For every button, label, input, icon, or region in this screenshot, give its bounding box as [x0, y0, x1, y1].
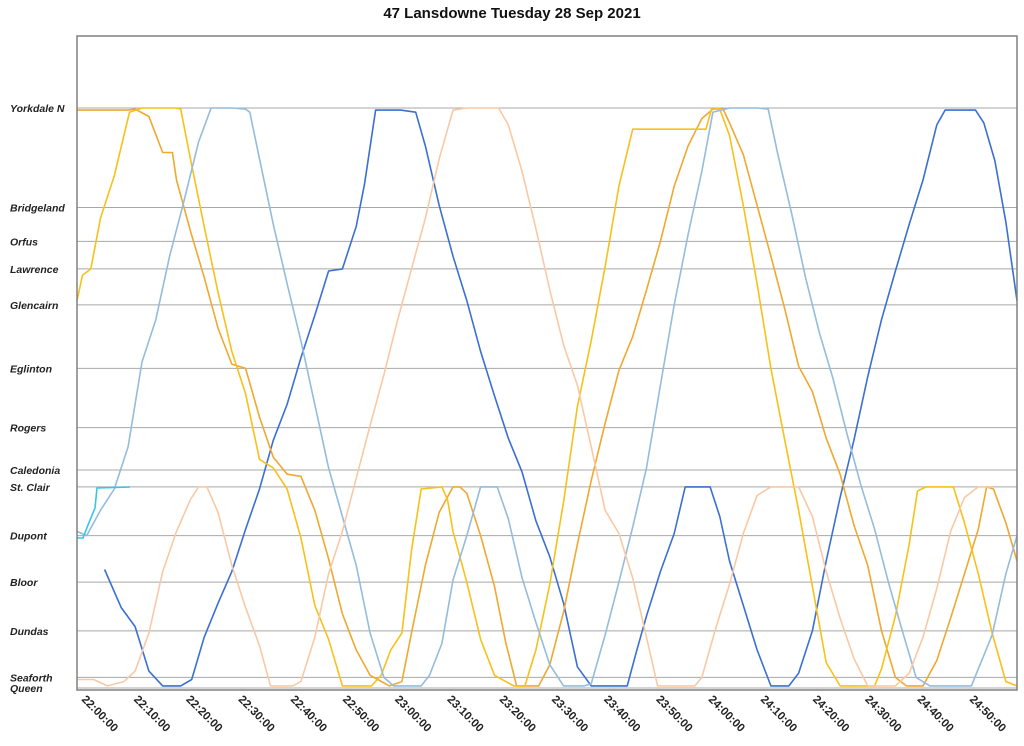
x-tick-label: 22:00:00	[79, 694, 120, 735]
stop-label: Yorkdale N	[10, 103, 65, 115]
x-tick-label: 23:10:00	[445, 694, 486, 735]
stop-label: Eglinton	[10, 363, 52, 375]
x-tick-label: 24:30:00	[862, 694, 903, 735]
x-tick-label: 23:40:00	[601, 694, 642, 735]
series-line-cyan	[77, 486, 131, 539]
stop-label: Orfus	[10, 236, 38, 248]
stop-label: Seaforth	[10, 672, 53, 684]
stop-label: Queen	[10, 683, 43, 695]
stop-label: Rogers	[10, 423, 46, 435]
stop-label: Dundas	[10, 626, 49, 638]
x-tick-label: 22:50:00	[340, 694, 381, 735]
x-tick-label: 24:00:00	[706, 694, 747, 735]
x-tick-label: 23:20:00	[497, 694, 538, 735]
stop-labels: Yorkdale N Bridgeland Orfus Lawrence Glencai…	[10, 103, 65, 695]
stop-label: Glencairn	[10, 300, 58, 312]
plot-frame	[76, 35, 1018, 691]
stop-label: Lawrence	[10, 264, 59, 276]
stop-label: Caledonia	[10, 465, 60, 477]
chart-title: 47 Lansdowne Tuesday 28 Sep 2021	[383, 5, 641, 22]
series-line-0	[103, 109, 1018, 687]
x-tick-label: 22:30:00	[236, 694, 277, 735]
x-tick-label: 22:10:00	[131, 694, 172, 735]
x-tick-label: 24:20:00	[810, 694, 851, 735]
series-line-1	[77, 107, 1018, 687]
x-tick-label: 23:00:00	[392, 694, 433, 735]
x-tick-label: 23:50:00	[653, 694, 694, 735]
stop-label: Bridgeland	[10, 202, 65, 214]
stop-label: Dupont	[10, 531, 47, 543]
gridlines	[77, 107, 1017, 689]
x-tick-label: 24:10:00	[758, 694, 799, 735]
stop-label: St. Clair	[10, 482, 51, 494]
series-line-3	[76, 107, 1018, 687]
x-tick-label: 23:30:00	[549, 694, 590, 735]
x-tick-labels: 22:00:00 22:10:00 22:20:00 22:30:00 22:40:00…	[79, 694, 1008, 735]
x-tick-label: 24:40:00	[915, 694, 956, 735]
series-line-4	[77, 107, 993, 687]
x-tick-label: 24:50:00	[967, 694, 1008, 735]
x-tick-label: 22:20:00	[183, 694, 224, 735]
series-line-2	[76, 107, 1018, 687]
series-lines	[76, 107, 1018, 687]
stop-label: Bloor	[10, 577, 38, 589]
x-tick-label: 22:40:00	[288, 694, 329, 735]
